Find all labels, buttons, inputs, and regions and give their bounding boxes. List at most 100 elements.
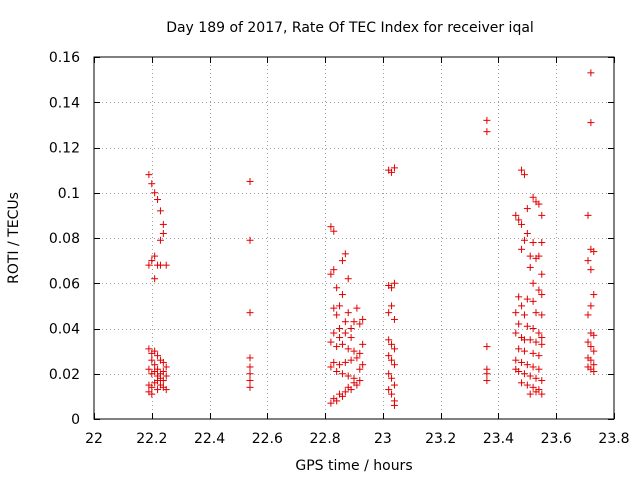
data-point — [151, 361, 159, 369]
data-point — [388, 390, 396, 398]
data-point — [385, 309, 393, 317]
data-point — [341, 388, 349, 396]
data-point — [483, 116, 491, 124]
data-point — [145, 345, 153, 353]
data-point — [526, 390, 534, 398]
data-point — [535, 286, 543, 294]
data-point — [390, 315, 398, 323]
data-point — [529, 363, 537, 371]
data-point — [388, 302, 396, 310]
data-point — [246, 177, 254, 185]
data-point — [584, 257, 592, 265]
data-point — [338, 291, 346, 299]
data-point — [359, 315, 367, 323]
data-point — [523, 381, 531, 389]
data-point — [532, 338, 540, 346]
data-point — [518, 302, 526, 310]
data-point — [341, 358, 349, 366]
data-point — [330, 358, 338, 366]
data-point — [156, 370, 164, 378]
data-point — [344, 345, 352, 353]
data-point — [515, 345, 523, 353]
data-point — [483, 370, 491, 378]
data-point — [520, 171, 528, 179]
y-tick-label: 0.02 — [49, 367, 80, 383]
data-point — [388, 374, 396, 382]
x-tick-label: 22.2 — [136, 431, 167, 447]
x-tick-label: 22.4 — [194, 431, 225, 447]
data-point — [523, 322, 531, 330]
data-point — [350, 379, 358, 387]
data-point — [538, 239, 546, 247]
data-point — [523, 295, 531, 303]
data-point — [159, 358, 167, 366]
data-point — [483, 128, 491, 136]
data-point — [336, 302, 344, 310]
data-point — [512, 365, 520, 373]
data-point — [388, 340, 396, 348]
data-point — [151, 189, 159, 197]
data-point — [246, 383, 254, 391]
data-point — [520, 370, 528, 378]
data-point — [535, 365, 543, 373]
data-point — [385, 352, 393, 360]
data-point — [535, 252, 543, 260]
data-point — [587, 356, 595, 364]
data-point — [584, 211, 592, 219]
data-point — [512, 329, 520, 337]
data-point — [538, 334, 546, 342]
x-tick-label: 23.4 — [483, 431, 514, 447]
data-point — [587, 266, 595, 274]
data-point — [159, 220, 167, 228]
data-point — [336, 334, 344, 342]
y-tick-label: 0.08 — [49, 231, 80, 247]
data-point — [529, 239, 537, 247]
data-point — [388, 284, 396, 292]
data-point — [356, 377, 364, 385]
data-point — [584, 311, 592, 319]
x-axis-tick-labels: 22 22.2 22.4 22.6 22.8 23 23.2 23.4 23.6 23.8 — [85, 431, 630, 447]
data-point — [341, 250, 349, 258]
data-point — [518, 220, 526, 228]
data-point — [330, 266, 338, 274]
data-point — [148, 180, 156, 188]
data-point — [338, 370, 346, 378]
y-tick-label: 0.06 — [49, 276, 80, 292]
data-point — [341, 329, 349, 337]
data-point — [385, 370, 393, 378]
data-point — [333, 311, 341, 319]
data-point — [344, 309, 352, 317]
data-point — [145, 365, 153, 373]
data-point — [148, 257, 156, 265]
data-point — [523, 205, 531, 213]
data-point — [162, 386, 170, 394]
data-point — [385, 336, 393, 344]
data-point — [535, 200, 543, 208]
data-point — [333, 397, 341, 405]
data-point — [538, 291, 546, 299]
data-point — [526, 263, 534, 271]
data-point — [523, 229, 531, 237]
data-point — [590, 367, 598, 375]
data-point — [584, 338, 592, 346]
y-tick-label: 0.04 — [49, 322, 80, 338]
data-point — [515, 320, 523, 328]
data-point — [356, 365, 364, 373]
data-point — [520, 347, 528, 355]
data-point — [154, 196, 162, 204]
data-point — [246, 370, 254, 378]
data-point — [515, 216, 523, 224]
data-point — [587, 119, 595, 127]
x-tick-label: 22.8 — [310, 431, 341, 447]
data-point — [338, 392, 346, 400]
data-point — [512, 309, 520, 317]
data-point — [538, 311, 546, 319]
plot-frame — [93, 56, 615, 420]
data-point — [148, 383, 156, 391]
data-point — [538, 340, 546, 348]
data-point — [336, 325, 344, 332]
data-point — [590, 361, 598, 369]
data-point — [353, 304, 361, 312]
data-point — [246, 354, 254, 362]
